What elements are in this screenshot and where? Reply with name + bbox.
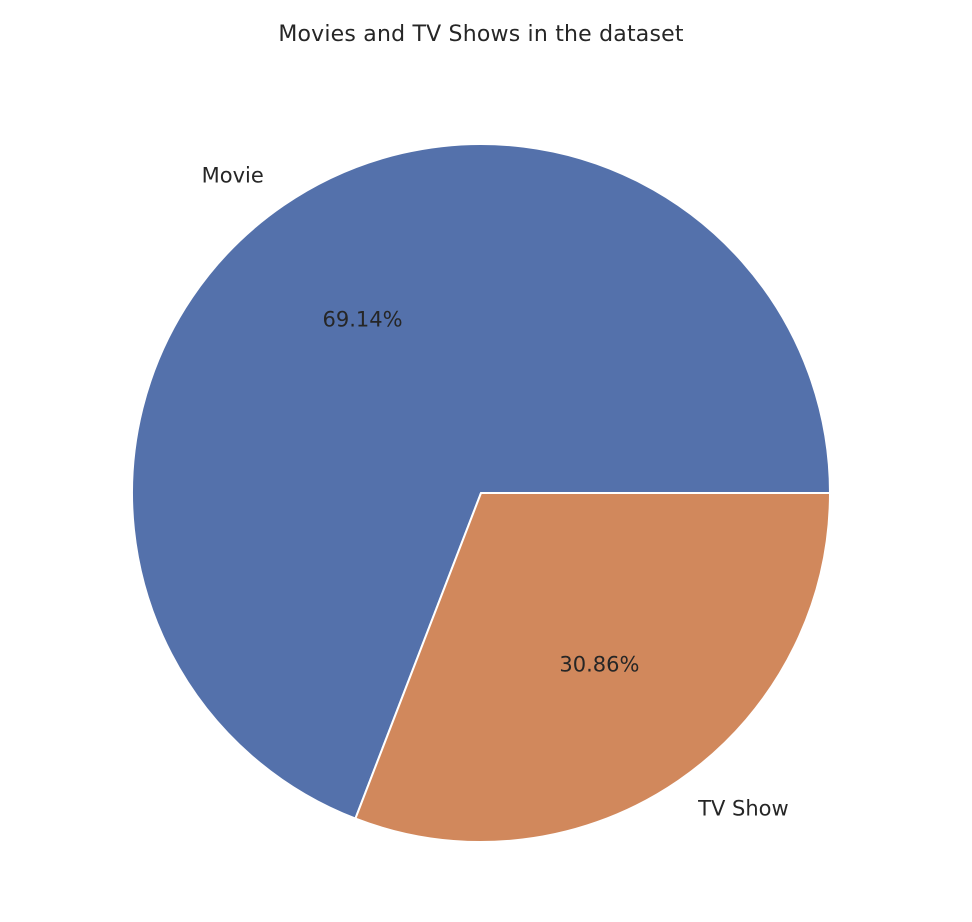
pie-slice-movie: [131, 143, 831, 820]
slice-label-movie: Movie: [202, 163, 264, 187]
pie-slice-tv-show: [354, 492, 831, 843]
slice-label-tv-show: TV Show: [697, 797, 789, 821]
slice-percent-tv-show: 30.86%: [559, 653, 639, 677]
slice-percent-movie: 69.14%: [323, 307, 403, 331]
chart-title: Movies and TV Shows in the dataset: [278, 22, 684, 47]
